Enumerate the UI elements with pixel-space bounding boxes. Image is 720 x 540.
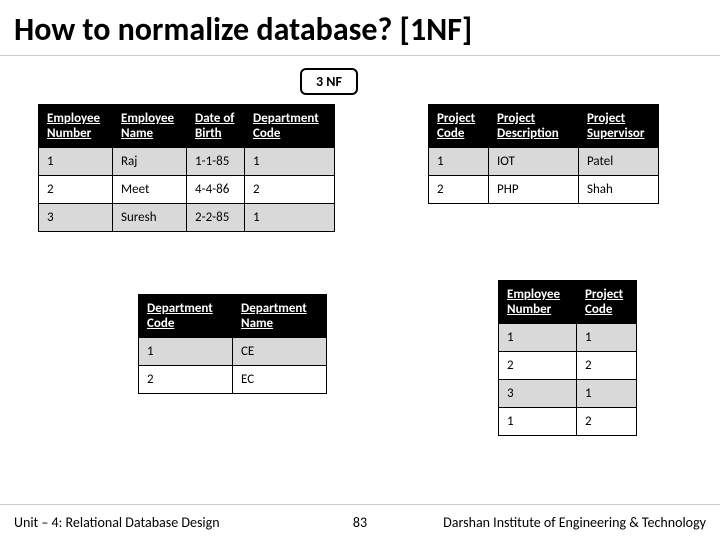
table-cell: 2 [499,352,577,380]
department-table: Department CodeDepartment Name1CE2EC [138,294,327,394]
table-cell: 1 [577,380,637,408]
column-header: Employee Name [113,105,187,148]
table-cell: 3 [39,204,113,232]
table-row: 1Raj1-1-851 [39,148,335,176]
table-cell: 1 [429,148,489,176]
column-header: Department Code [245,105,335,148]
table-row: 22 [499,352,637,380]
table-cell: 1 [39,148,113,176]
table-cell: 1 [499,408,577,436]
table-cell: EC [233,366,327,394]
table-cell: 1 [245,148,335,176]
table-cell: 2-2-85 [187,204,245,232]
column-header: Department Code [139,295,233,338]
tables-area: Employee NumberEmployee NameDate of Birt… [38,104,682,496]
table-cell: 1 [139,338,233,366]
table-cell: Raj [113,148,187,176]
table-cell: PHP [489,176,579,204]
table-cell: 4-4-86 [187,176,245,204]
table-row: 2EC [139,366,327,394]
table-cell: 3 [499,380,577,408]
table-cell: 2 [577,408,637,436]
table-cell: IOT [489,148,579,176]
column-header: Date of Birth [187,105,245,148]
table-cell: Patel [579,148,659,176]
employee-project-table: Employee NumberProject Code11223112 [498,280,637,436]
table-cell: 1 [577,324,637,352]
column-header: Employee Number [39,105,113,148]
column-header: Project Description [489,105,579,148]
nf-badge: 3 NF [300,68,358,95]
table-cell: 2 [429,176,489,204]
table-cell: Meet [113,176,187,204]
footer: Unit – 4: Relational Database Design 83 … [0,504,720,540]
table-cell: 1-1-85 [187,148,245,176]
footer-unit: Unit – 4: Relational Database Design [14,514,220,531]
table-cell: 2 [39,176,113,204]
employee-table: Employee NumberEmployee NameDate of Birt… [38,104,335,232]
table-row: 2PHPShah [429,176,659,204]
table-row: 1IOTPatel [429,148,659,176]
column-header: Employee Number [499,281,577,324]
footer-institute: Darshan Institute of Engineering & Techn… [443,514,706,531]
table-row: 11 [499,324,637,352]
table-cell: Shah [579,176,659,204]
column-header: Project Code [429,105,489,148]
table-row: 12 [499,408,637,436]
table-cell: Suresh [113,204,187,232]
table-row: 31 [499,380,637,408]
column-header: Project Supervisor [579,105,659,148]
page-title: How to normalize database? [1NF] [0,0,720,56]
table-cell: 1 [499,324,577,352]
table-cell: 1 [245,204,335,232]
table-row: 1CE [139,338,327,366]
table-cell: 2 [139,366,233,394]
table-cell: 2 [577,352,637,380]
footer-page: 83 [353,514,367,531]
table-cell: CE [233,338,327,366]
table-row: 2Meet4-4-862 [39,176,335,204]
table-row: 3Suresh2-2-851 [39,204,335,232]
table-cell: 2 [245,176,335,204]
project-table: Project CodeProject DescriptionProject S… [428,104,659,204]
column-header: Department Name [233,295,327,338]
column-header: Project Code [577,281,637,324]
